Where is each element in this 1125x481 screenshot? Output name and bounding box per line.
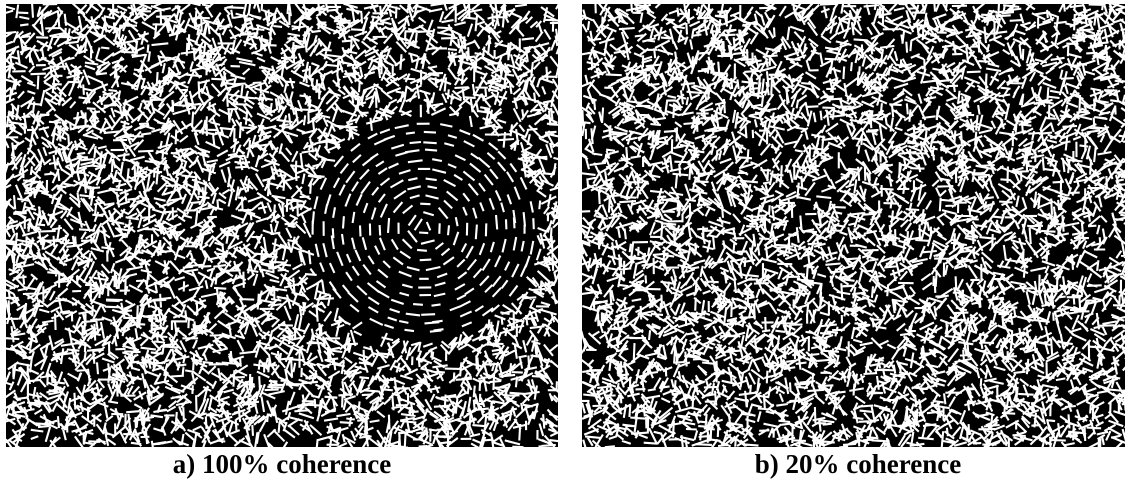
line-segments: [582, 4, 1125, 447]
random-line-field-with-circular-pattern: [6, 4, 558, 447]
stimulus-panel-b: [582, 4, 1125, 447]
caption-a: a) 100% coherence: [172, 449, 392, 479]
random-line-field: [582, 4, 1125, 447]
caption-b: b) 20% coherence: [754, 449, 962, 479]
segment-field: [6, 4, 558, 447]
line-segments: [6, 4, 558, 447]
stimulus-panel-a: [6, 4, 558, 447]
segment-field: [582, 4, 1125, 447]
